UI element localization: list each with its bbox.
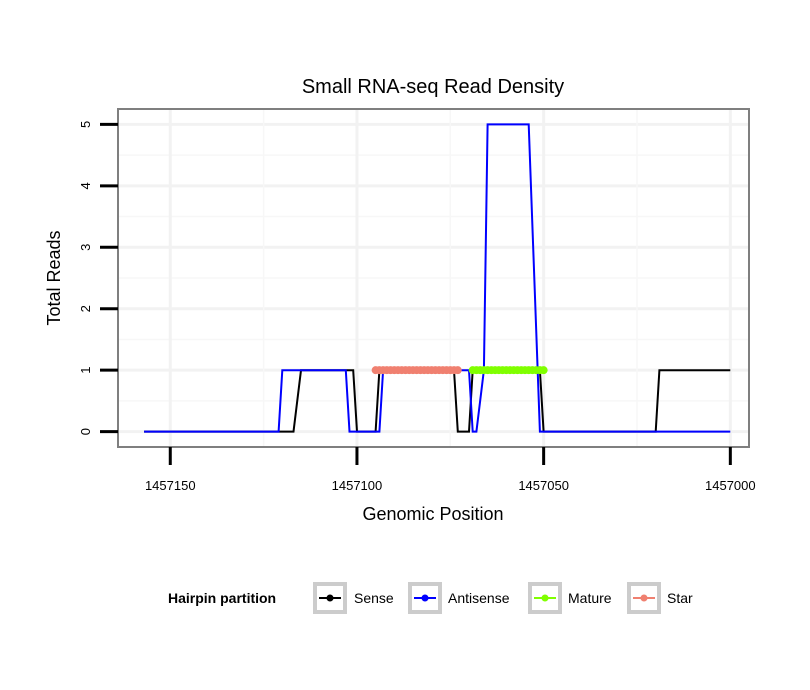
legend-label-star: Star (667, 590, 693, 606)
series-line-antisense (144, 123, 731, 433)
series-point-mature (539, 366, 548, 375)
legend-key-point (421, 594, 429, 602)
y-tick-label: 3 (78, 244, 93, 251)
x-tick-label: 1457100 (332, 478, 383, 493)
legend: Hairpin partition Sense Antisense Mature St… (168, 582, 693, 614)
y-tick-label: 2 (78, 305, 93, 312)
series-point-star (453, 366, 462, 375)
series-layer (144, 123, 731, 433)
y-tick-label: 0 (78, 428, 93, 435)
y-axis-label: Total Reads (44, 230, 64, 325)
legend-key-point (640, 594, 648, 602)
y-tick-label: 1 (78, 367, 93, 374)
y-tick-label: 4 (78, 182, 93, 189)
legend-key-point (326, 594, 334, 602)
x-tick-label: 1457150 (145, 478, 196, 493)
x-tick-label: 1457000 (705, 478, 756, 493)
x-tick-label: 1457050 (518, 478, 569, 493)
chart-title: Small RNA-seq Read Density (302, 76, 564, 98)
legend-title: Hairpin partition (168, 590, 276, 606)
legend-label-sense: Sense (354, 590, 394, 606)
legend-key-point (541, 594, 549, 602)
y-tick-label: 5 (78, 121, 93, 128)
plot-border (117, 108, 750, 448)
x-axis-label: Genomic Position (362, 504, 503, 524)
axis-layer: 0 1 2 3 4 5 1457150 1457100 1457050 1457000 (78, 121, 756, 493)
legend-label-mature: Mature (568, 590, 612, 606)
legend-label-antisense: Antisense (448, 590, 510, 606)
